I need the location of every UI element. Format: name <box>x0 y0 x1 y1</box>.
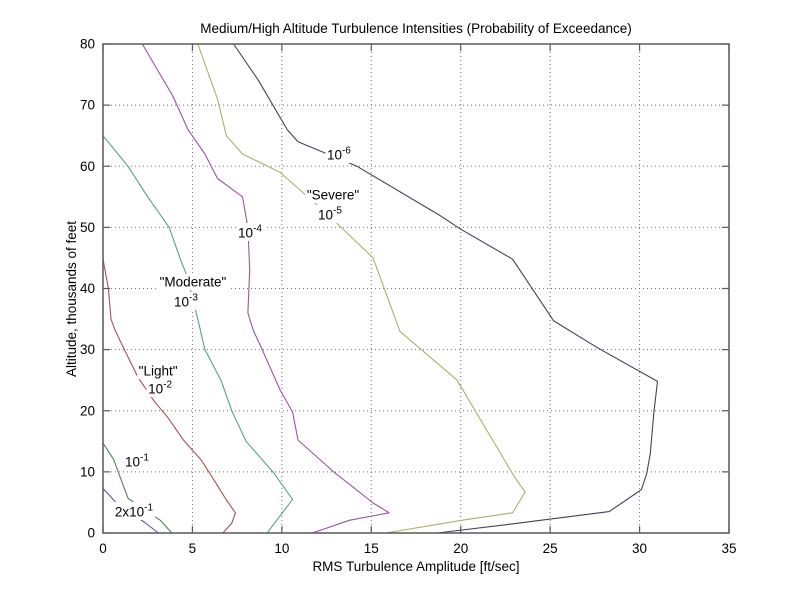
label-background <box>146 378 174 397</box>
contour-label-text: "Moderate" <box>160 275 227 290</box>
y-tick-label-10: 10 <box>80 464 95 479</box>
x-tick-label-15: 15 <box>364 541 379 556</box>
label-background <box>305 186 361 203</box>
y-tick-label-50: 50 <box>80 220 95 235</box>
contour-label-text: 10-2 <box>148 379 172 396</box>
x-tick-label-35: 35 <box>721 541 736 556</box>
contour-label-text: 10-6 <box>327 146 351 163</box>
y-tick-label-70: 70 <box>80 98 95 113</box>
y-tick-label-60: 60 <box>80 159 95 174</box>
contour-label-10-3: 10-3 <box>172 292 200 311</box>
x-tick-label-0: 0 <box>99 541 107 556</box>
contour-label-text: 2x10-1 <box>115 502 154 519</box>
contour-line-10-5 <box>197 43 526 534</box>
intensity-label-moderate: "Moderate" <box>158 274 228 291</box>
y-tick-label-30: 30 <box>80 342 95 357</box>
contour-line-10-3 <box>102 135 294 534</box>
x-tick-label-5: 5 <box>189 541 197 556</box>
y-axis-label: Altitude, thousands of feet <box>64 221 79 377</box>
contour-label-text: "Severe" <box>307 187 360 202</box>
x-axis-label: RMS Turbulence Amplitude [ft/sec] <box>312 559 519 574</box>
chart-title: Medium/High Altitude Turbulence Intensit… <box>200 21 631 36</box>
label-background <box>113 501 155 520</box>
label-background <box>172 292 200 311</box>
y-tick-label-0: 0 <box>87 526 95 541</box>
x-tick-label-30: 30 <box>632 541 647 556</box>
intensity-label-severe: "Severe" <box>305 186 361 203</box>
intensity-label-light: "Light" <box>137 363 180 380</box>
contour-line-10-4 <box>141 43 390 534</box>
contour-label-10-1: 10-1 <box>123 451 151 470</box>
contour-layer <box>102 43 659 534</box>
contour-label-text: 10-3 <box>174 293 198 310</box>
contour-line-10-1 <box>102 442 173 534</box>
contour-label-2x10-1: 2x10-1 <box>113 501 155 520</box>
y-tick-label-80: 80 <box>80 37 95 52</box>
x-tick-label-10: 10 <box>274 541 289 556</box>
label-background <box>158 274 228 291</box>
label-background <box>123 451 151 470</box>
y-tick-label-40: 40 <box>80 281 95 296</box>
label-background <box>325 145 353 164</box>
label-background <box>137 363 180 380</box>
contour-line-10-2 <box>102 259 236 534</box>
axes-frame-layer: 0 5 10 15 20 25 30 35 0 10 20 30 40 50 60 70 80 <box>80 37 737 557</box>
contour-label-text: 10-4 <box>238 223 262 240</box>
contour-label-layer: "Light"10-2 "Moderate" 10-3 10-4 "Severe" 10-… <box>113 145 361 520</box>
contour-label-text: "Light" <box>139 364 178 379</box>
contour-label-10-4: 10-4 <box>236 222 264 241</box>
x-tick-label-25: 25 <box>543 541 558 556</box>
x-tick-label-20: 20 <box>453 541 468 556</box>
contour-label-text: 10-5 <box>318 206 342 223</box>
contour-label-10-6: 10-6 <box>325 145 353 164</box>
contour-label-10-5: 10-5 <box>316 205 344 224</box>
contour-label-text: 10-1 <box>125 452 149 469</box>
contour-label-10-2: 10-2 <box>146 378 174 397</box>
contour-line-10-6 <box>233 43 659 534</box>
label-background <box>236 222 264 241</box>
label-background <box>316 205 344 224</box>
y-tick-label-20: 20 <box>80 403 95 418</box>
